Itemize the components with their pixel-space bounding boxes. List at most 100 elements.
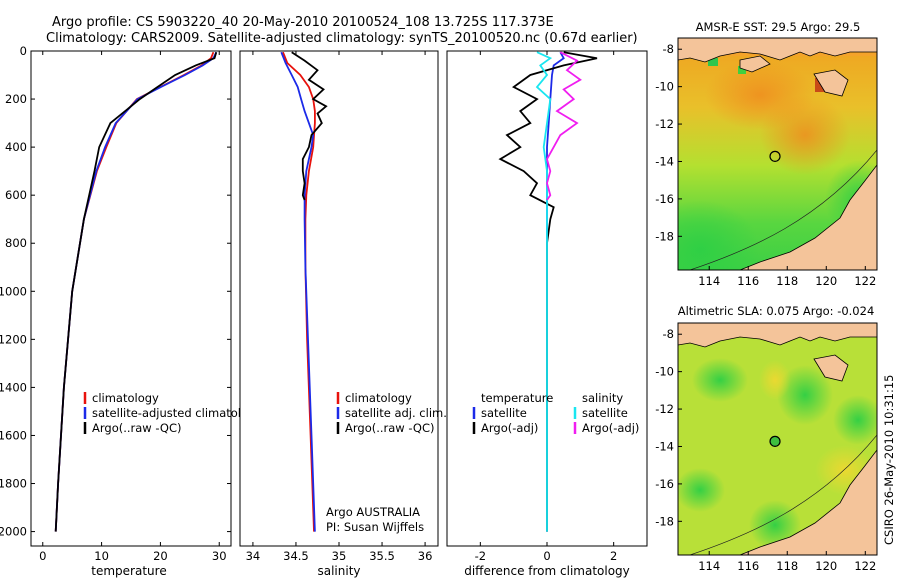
lon-tick-label: 122 xyxy=(854,559,876,573)
series-line-argo-raw-qc xyxy=(291,51,328,201)
lon-tick-label: 116 xyxy=(737,274,759,288)
x-tick-label: 35 xyxy=(332,549,347,563)
sla-land-timor xyxy=(813,354,849,382)
sst-map-image xyxy=(678,38,877,270)
y-tick-label: 1400 xyxy=(0,380,27,394)
sst-land-timor xyxy=(813,69,849,97)
lat-tick-label: -8 xyxy=(663,327,674,341)
lat-tick-label: -10 xyxy=(655,80,674,94)
temperature-series xyxy=(54,51,218,532)
lat-tick-label: -16 xyxy=(655,192,674,206)
lon-tick-label: 122 xyxy=(854,274,876,288)
difference-legend: temperature satellite Argo(-adj) salinit… xyxy=(472,391,639,435)
x-tick-label: 2 xyxy=(610,549,617,563)
x-tick-label: 0 xyxy=(39,549,46,563)
y-tick-label: 1600 xyxy=(0,428,27,442)
sla-map-title: Altimetric SLA: 0.075 Argo: -0.024 xyxy=(678,304,875,318)
legend-label-climatology: climatology xyxy=(92,391,159,405)
figure-title-line1: Argo profile: CS 5903220_40 20-May-2010 … xyxy=(52,15,554,30)
lon-tick-label: 120 xyxy=(815,559,837,573)
series-line-argo-raw-qc xyxy=(54,51,218,532)
x-tick-label: 20 xyxy=(153,549,168,563)
x-tick-label: 0 xyxy=(543,549,550,563)
sst-map-panel: AMSR-E SST: 29.5 Argo: 29.5 114 116 118 120… xyxy=(655,20,878,288)
salinity-series xyxy=(280,51,328,532)
lon-tick-label: 114 xyxy=(698,559,720,573)
sst-land-java-bali xyxy=(678,38,877,63)
difference-series xyxy=(498,51,598,532)
y-tick-label: 600 xyxy=(5,188,27,202)
legend-label-climatology: climatology xyxy=(345,391,412,405)
x-tick-label: 10 xyxy=(94,549,109,563)
sst-land-sumba xyxy=(739,55,771,73)
salinity-axes-frame xyxy=(239,50,439,547)
lon-tick-label: 120 xyxy=(815,274,837,288)
temperature-xlabel: temperature xyxy=(91,564,166,578)
series-line-salinity-argo-adj xyxy=(546,51,582,201)
x-tick-label: 30 xyxy=(212,549,227,563)
y-tick-label: 0 xyxy=(20,44,27,58)
argo-float-marker-sla xyxy=(769,435,781,447)
legend-label-argo: Argo(..raw -QC) xyxy=(345,421,435,435)
sst-land-australia xyxy=(739,164,877,270)
sst-map-title: AMSR-E SST: 29.5 Argo: 29.5 xyxy=(696,20,861,34)
sla-map-image xyxy=(678,323,877,555)
temperature-axis-ticks: 0 10 20 30 xyxy=(39,51,227,563)
legend-label-sal-argo: Argo(-adj) xyxy=(582,421,639,435)
salinity-xlabel: salinity xyxy=(317,564,360,578)
x-tick-label: 35.5 xyxy=(369,549,395,563)
legend-header-temperature: temperature xyxy=(481,391,553,405)
y-tick-label: 800 xyxy=(5,236,27,250)
legend-label-sal-satellite: satellite xyxy=(582,406,628,420)
x-tick-label: -2 xyxy=(475,549,486,563)
legend-label-argo: Argo(..raw -QC) xyxy=(92,421,182,435)
salinity-legend: climatology satellite adj. clim. Argo(..… xyxy=(336,391,447,435)
legend-label-satellite-adjusted: satellite-adjusted climatology xyxy=(92,406,262,420)
x-tick-label: 34.5 xyxy=(283,549,309,563)
sla-map-frame xyxy=(677,322,878,556)
lon-tick-label: 118 xyxy=(776,274,798,288)
argo-float-marker-sst xyxy=(769,150,781,162)
depth-axis-ticks: 0 200 400 600 800 1000 1200 1400 1600 1800 2000 xyxy=(0,44,647,539)
x-tick-label: 36 xyxy=(418,549,433,563)
salinity-panel: 34 34.5 35 35.5 36 salinity climatology sate… xyxy=(239,50,447,578)
sla-map-panel: Altimetric SLA: 0.075 Argo: -0.024 114 11… xyxy=(655,304,878,573)
sla-map-ticks: 114 116 118 120 122 -8 -10 -12 -14 -16 -18 xyxy=(655,327,876,573)
legend-label-satellite-adj: satellite adj. clim. xyxy=(345,406,447,420)
series-line-salinity-satellite xyxy=(535,51,553,532)
y-tick-label: 1800 xyxy=(0,477,27,491)
legend-label-temp-satellite: satellite xyxy=(481,406,527,420)
sst-map-ticks: 114 116 118 120 122 -8 -10 -12 -14 -16 -18 xyxy=(655,42,876,288)
lat-tick-label: -14 xyxy=(655,439,674,453)
series-line-satellite-adj-clim xyxy=(280,51,316,532)
legend-header-salinity: salinity xyxy=(582,391,623,405)
sla-land-australia xyxy=(739,449,877,555)
lat-tick-label: -12 xyxy=(655,117,674,131)
figure-title-line2: Climatology: CARS2009. Satellite-adjuste… xyxy=(46,31,638,46)
salinity-axis-ticks: 34 34.5 35 35.5 36 xyxy=(246,51,433,563)
lat-tick-label: -18 xyxy=(655,514,674,528)
y-tick-label: 1200 xyxy=(0,332,27,346)
lon-tick-label: 116 xyxy=(737,559,759,573)
temperature-panel: 0 200 400 600 800 10 0 0 1200 1400 1600 1800 2000 0 1… xyxy=(0,44,647,578)
footer-timestamp: CSIRO 26-May-2010 10:31:15 xyxy=(882,375,896,546)
lon-tick-label: 118 xyxy=(776,559,798,573)
y-tick-label: 200 xyxy=(5,92,27,106)
lon-tick-label: 114 xyxy=(698,274,720,288)
difference-panel: -2 0 2 difference from climatology tempera… xyxy=(446,50,648,578)
y-tick-label: 400 xyxy=(5,140,27,154)
y-tick-label: 2000 xyxy=(0,525,27,539)
difference-xlabel: difference from climatology xyxy=(464,564,630,578)
lat-tick-label: -14 xyxy=(655,154,674,168)
difference-axis-ticks: -2 0 2 xyxy=(475,51,617,563)
float-operator-label: Argo AUSTRALIA xyxy=(326,505,420,519)
float-pi-label: PI: Susan Wijffels xyxy=(326,520,424,534)
sst-map-frame xyxy=(677,37,878,271)
x-tick-label: 34 xyxy=(246,549,261,563)
lat-tick-label: -8 xyxy=(663,42,674,56)
lat-tick-label: -18 xyxy=(655,229,674,243)
lat-tick-label: -16 xyxy=(655,477,674,491)
legend-label-temp-argo: Argo(-adj) xyxy=(481,421,538,435)
lat-tick-label: -12 xyxy=(655,402,674,416)
